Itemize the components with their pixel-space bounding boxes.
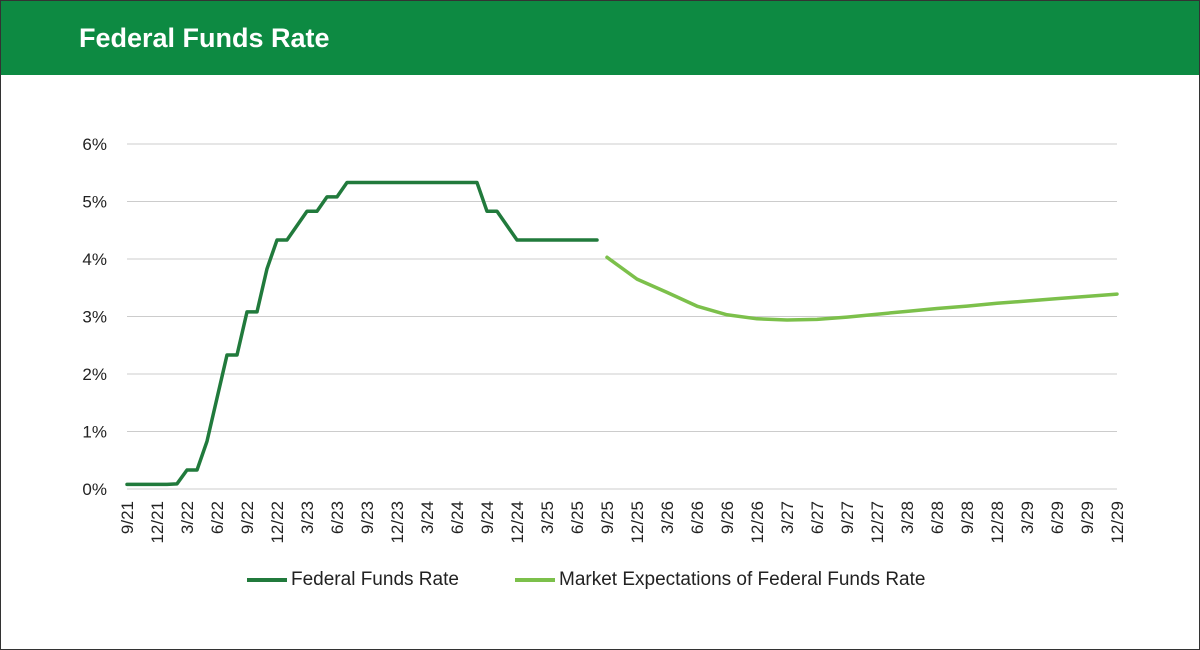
y-tick-label: 5% [82,193,107,212]
x-tick-label: 6/28 [928,501,947,534]
x-tick-label: 12/23 [388,501,407,544]
x-tick-label: 3/28 [898,501,917,534]
x-tick-label: 9/25 [598,501,617,534]
x-tick-label: 12/28 [988,501,1007,544]
x-tick-label: 9/26 [718,501,737,534]
x-tick-label: 9/28 [958,501,977,534]
x-tick-label: 3/26 [658,501,677,534]
y-tick-label: 0% [82,480,107,499]
legend-swatch [515,578,555,582]
x-tick-label: 9/29 [1078,501,1097,534]
y-tick-label: 6% [82,135,107,154]
x-tick-label: 12/26 [748,501,767,544]
series-line-federal-funds-rate [125,180,599,487]
x-tick-label: 9/24 [478,501,497,534]
series-line-market-expectations [605,255,1119,322]
x-tick-label: 12/29 [1108,501,1127,544]
x-tick-label: 9/22 [238,501,257,534]
y-tick-label: 4% [82,250,107,269]
x-tick-label: 6/22 [208,501,227,534]
header-bar: Federal Funds Rate [1,1,1199,75]
y-tick-label: 3% [82,308,107,327]
x-tick-label: 12/25 [628,501,647,544]
x-tick-label: 9/21 [118,501,137,534]
y-tick-label: 1% [82,423,107,442]
x-tick-label: 12/21 [148,501,167,544]
x-tick-label: 6/24 [448,501,467,534]
legend-item-federal-funds-rate: Federal Funds Rate [247,569,459,591]
x-tick-label: 3/25 [538,501,557,534]
x-tick-label: 3/29 [1018,501,1037,534]
x-tick-label: 12/22 [268,501,287,544]
legend-label: Federal Funds Rate [291,569,459,590]
x-tick-label: 3/24 [418,501,437,534]
x-tick-label: 3/23 [298,501,317,534]
x-tick-label: 6/27 [808,501,827,534]
x-tick-label: 3/27 [778,501,797,534]
y-tick-label: 2% [82,365,107,384]
x-tick-label: 9/23 [358,501,377,534]
legend-label: Market Expectations of Federal Funds Rat… [559,569,926,590]
x-tick-label: 12/27 [868,501,887,544]
legend-swatch [247,578,287,582]
x-tick-label: 9/27 [838,501,857,534]
x-tick-label: 3/22 [178,501,197,534]
x-tick-label: 6/23 [328,501,347,534]
x-tick-label: 6/26 [688,501,707,534]
x-tick-label: 12/24 [508,501,527,544]
x-tick-label: 6/29 [1048,501,1067,534]
legend-item-market-expectations: Market Expectations of Federal Funds Rat… [515,569,925,591]
x-tick-label: 6/25 [568,501,587,534]
chart-title: Federal Funds Rate [79,23,330,53]
